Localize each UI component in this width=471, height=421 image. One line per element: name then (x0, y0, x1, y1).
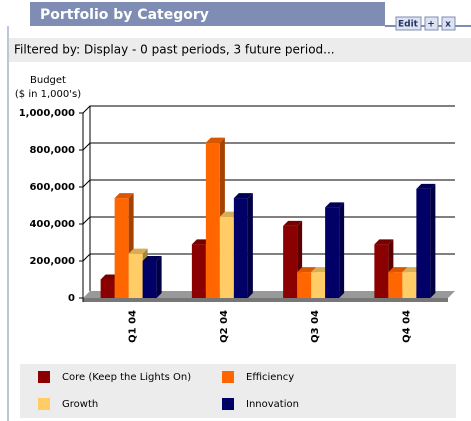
bar-top (142, 256, 162, 261)
bar-side (339, 202, 345, 298)
x-tick-label: Q3 04 (310, 310, 321, 343)
bar (219, 216, 234, 298)
floor-front (83, 298, 448, 302)
panel-title: Portfolio by Category (40, 7, 209, 23)
legend-label: Growth (62, 399, 98, 410)
x-tick-label: Q1 04 (128, 310, 139, 343)
bar (311, 272, 326, 298)
legend-label: Efficiency (246, 372, 294, 383)
y-tick-label: 200,000 (29, 256, 75, 267)
bar (191, 244, 206, 298)
bar-top (128, 248, 148, 254)
add-button[interactable] (424, 16, 439, 31)
floor (83, 291, 455, 298)
bar (205, 142, 220, 298)
bar-top (325, 202, 345, 208)
y-tick-label: 600,000 (29, 182, 75, 193)
bar-top (297, 267, 317, 273)
bar-top (114, 193, 134, 199)
bar-top (416, 183, 436, 189)
y-axis-label: ($ in 1,000's) (15, 89, 81, 100)
bar (233, 198, 248, 298)
bar (128, 253, 143, 298)
bar (114, 198, 129, 298)
close-label[interactable]: x (445, 20, 451, 30)
legend-swatch (38, 398, 50, 410)
legend-swatch (222, 371, 234, 383)
bar (100, 279, 115, 298)
bar (142, 261, 157, 298)
bar-side (430, 183, 436, 298)
grid-line (82, 216, 455, 225)
y-tick-label: 0 (68, 293, 75, 304)
add-label[interactable]: + (427, 20, 435, 30)
x-tick-label: Q2 04 (219, 310, 230, 343)
legend-swatch (222, 398, 234, 410)
grid-line (82, 142, 455, 151)
x-tick-label: Q4 04 (401, 310, 412, 343)
y-tick-label: 400,000 (29, 219, 75, 230)
legend (20, 364, 456, 418)
bar (416, 188, 431, 298)
filter-bar (9, 38, 471, 62)
bar-top (283, 220, 303, 226)
legend-label: Innovation (246, 399, 299, 410)
close-button[interactable] (441, 16, 456, 31)
y-tick-label: 800,000 (29, 145, 75, 156)
bar-top (374, 239, 394, 245)
y-tick-label: 1,000,000 (19, 108, 75, 119)
bar (388, 272, 403, 298)
legend-swatch (38, 371, 50, 383)
grid-line (82, 105, 455, 114)
bar (297, 272, 312, 298)
bar-top (205, 137, 225, 143)
title-bar (30, 2, 385, 26)
grid-line (82, 179, 455, 188)
edit-button[interactable] (395, 16, 422, 31)
bar-side (156, 256, 162, 298)
legend-label: Core (Keep the Lights On) (62, 372, 191, 383)
bar (374, 244, 389, 298)
bar (325, 207, 340, 298)
bar-side (247, 193, 253, 298)
bar-top (233, 193, 253, 199)
bar (283, 225, 298, 298)
edit-label[interactable]: Edit (398, 20, 419, 30)
bar-top (388, 267, 408, 273)
filter-text: Filtered by: Display - 0 past periods, 3… (14, 43, 335, 57)
bar (402, 272, 417, 298)
y-axis-label: Budget (30, 75, 66, 86)
